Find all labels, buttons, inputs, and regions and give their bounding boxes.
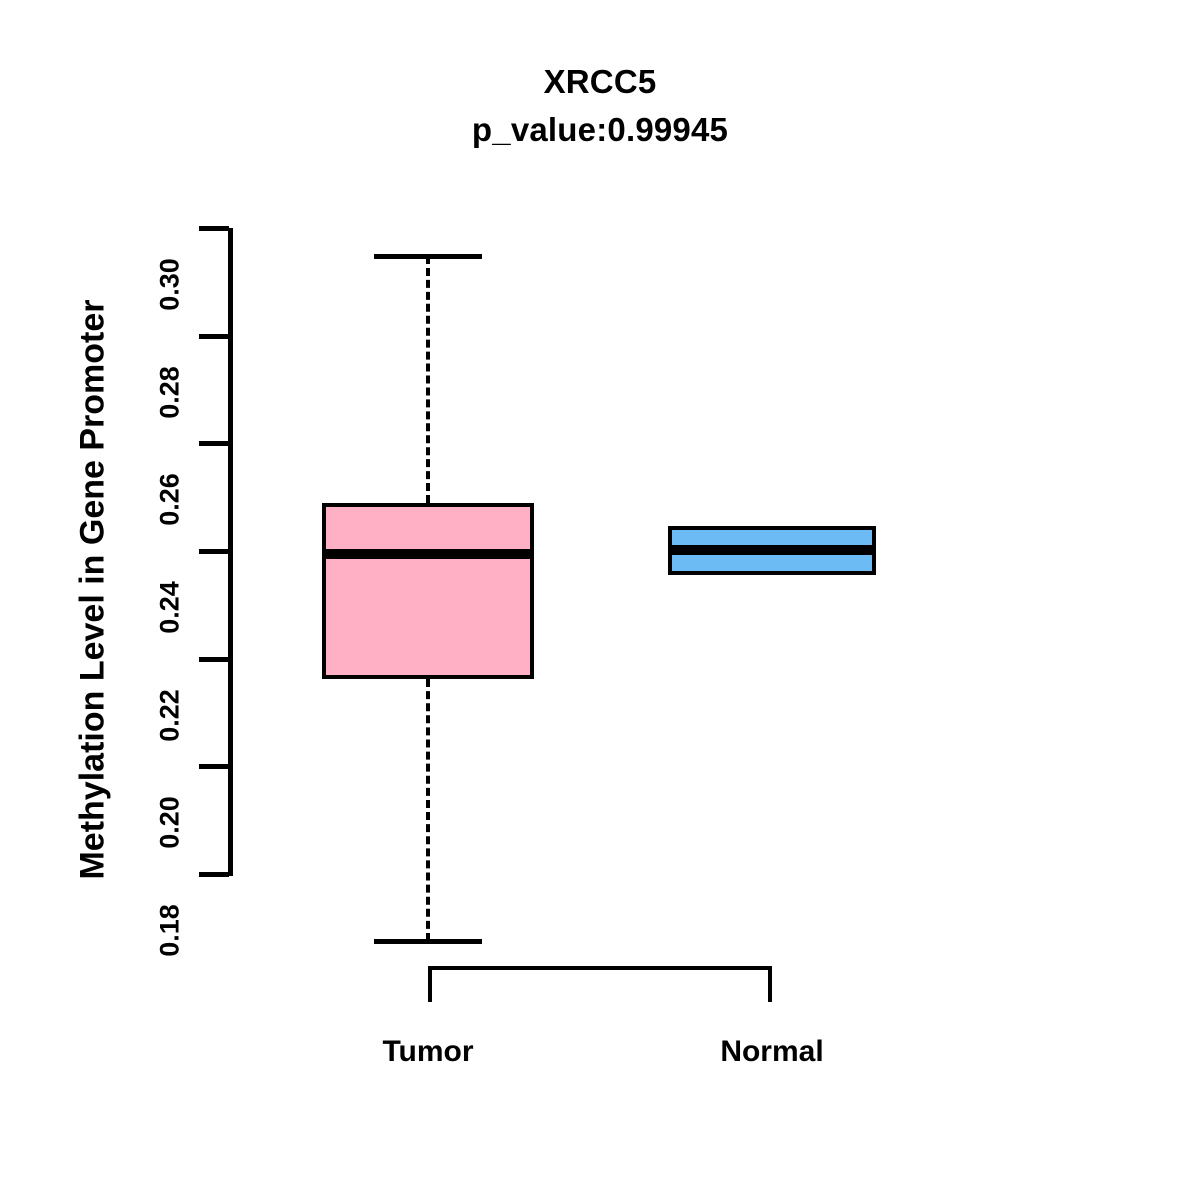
box-tumor: [322, 503, 534, 680]
y-axis-tick-label: 0.28: [154, 365, 185, 419]
y-axis-tick-label: 0.26: [154, 473, 185, 527]
y-axis-tick: [199, 333, 229, 339]
whisker-cap-upper-tumor: [374, 253, 482, 259]
y-axis-tick-label: 0.18: [154, 904, 185, 957]
y-axis-tick-label: 0.30: [154, 258, 185, 311]
x-axis-tick: [428, 966, 432, 1002]
y-axis-tick: [199, 549, 229, 554]
y-axis-tick: [199, 764, 229, 770]
whisker-cap-lower-tumor: [374, 939, 482, 945]
y-axis-tick: [199, 226, 229, 231]
median-line-normal: [668, 544, 876, 555]
x-axis-tick: [768, 966, 772, 1002]
x-axis-label-normal: Normal: [720, 1035, 824, 1068]
y-axis-tick-label: 0.24: [154, 581, 185, 634]
y-axis-tick: [199, 872, 229, 877]
x-axis-line: [428, 966, 772, 970]
y-axis-tick-label: 0.22: [154, 688, 185, 742]
y-axis-tick: [199, 441, 229, 447]
whisker-lower-tumor: [426, 679, 430, 942]
y-axis-tick-label: 0.20: [154, 796, 185, 850]
median-line-tumor: [322, 549, 534, 560]
whisker-upper-tumor: [426, 255, 430, 504]
x-axis-label-tumor: Tumor: [382, 1035, 474, 1068]
y-axis-tick: [199, 656, 229, 662]
y-axis-line: [228, 228, 233, 876]
